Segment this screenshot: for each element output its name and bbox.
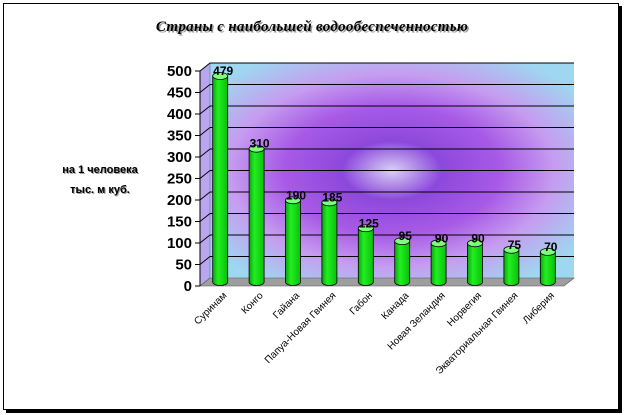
bar-top — [285, 196, 301, 205]
bar — [357, 224, 374, 286]
category-label: Норвегия — [445, 290, 484, 329]
y-tick-label: 350 — [167, 128, 192, 145]
bars — [212, 72, 556, 286]
bar — [285, 196, 301, 286]
bar-body — [539, 251, 556, 286]
data-label: 70 — [544, 240, 558, 254]
data-label: 90 — [471, 231, 485, 245]
gridline-side — [199, 213, 211, 222]
gridline-side — [199, 105, 211, 115]
y-tick-label: 100 — [167, 235, 192, 252]
chart-title: Страны с наибольшей водообеспеченностью — [155, 19, 469, 35]
bar-body — [321, 202, 338, 286]
gridline-side — [199, 234, 211, 244]
y-tick-label: 0 — [184, 278, 192, 295]
bar — [467, 239, 483, 286]
data-label: 90 — [435, 231, 449, 245]
y-axis-label-line-1: на 1 человека — [62, 164, 138, 176]
bar-body — [430, 242, 447, 286]
bar-top — [321, 198, 338, 207]
bar-body — [357, 227, 374, 286]
data-label: 190 — [286, 188, 306, 202]
y-tick-label: 250 — [167, 171, 192, 188]
y-axis: 0 50 100 150 200 250 300 350 400 450 500 — [167, 63, 201, 295]
bar-top — [503, 245, 520, 254]
bar — [430, 239, 447, 286]
bar-body — [503, 249, 520, 286]
bar-body — [285, 199, 301, 286]
bar — [503, 245, 520, 286]
y-tick-label: 400 — [167, 106, 192, 123]
data-label: 185 — [322, 190, 342, 204]
data-label: 479 — [213, 64, 233, 78]
bar-top — [467, 239, 483, 248]
bar-top — [212, 72, 229, 80]
bar — [321, 198, 338, 286]
bar-top — [539, 247, 556, 256]
gridline-side — [199, 127, 211, 136]
category-label: Гайана — [271, 290, 302, 321]
bar — [394, 237, 411, 286]
data-label: 75 — [508, 238, 522, 252]
category-label: Либерия — [520, 290, 557, 327]
bar-body — [212, 75, 229, 286]
gridline-side — [199, 84, 211, 93]
data-label: 125 — [359, 216, 379, 230]
y-tick-label: 300 — [167, 149, 192, 166]
y-tick-label: 500 — [167, 63, 192, 80]
bar — [248, 144, 265, 286]
category-label: Папуа-Новая Гвинея — [263, 290, 339, 366]
gridline-side — [199, 170, 211, 179]
y-tick-label: 200 — [167, 192, 192, 209]
gridline-side — [199, 256, 211, 265]
category-label: Конго — [240, 290, 266, 316]
category-label: Суринам — [192, 290, 229, 327]
y-tick-label: 450 — [167, 85, 192, 102]
bar-top — [394, 237, 411, 246]
bar — [212, 72, 229, 286]
bar-top — [248, 144, 265, 153]
gridline-side — [199, 148, 211, 158]
data-label: 310 — [250, 137, 270, 151]
category-label: Габон — [347, 290, 375, 318]
y-axis-label: на 1 человека тыс. м куб. — [40, 160, 160, 200]
category-label: Канада — [380, 290, 412, 322]
bar — [539, 247, 556, 286]
gridlines — [199, 62, 574, 265]
data-labels: 479 310 190 185 125 95 90 90 75 70 — [213, 64, 558, 254]
y-axis-label-line-2: тыс. м куб. — [70, 184, 130, 196]
data-label: 95 — [399, 229, 413, 243]
bar-top — [430, 239, 447, 248]
bar-body — [248, 148, 265, 286]
y-tick-label: 50 — [175, 257, 192, 274]
gridline-side — [199, 62, 211, 72]
bar-body — [394, 240, 411, 286]
bar-top — [357, 224, 374, 233]
bar-body — [467, 242, 483, 286]
y-tick-label: 150 — [167, 214, 192, 231]
gridline-side — [199, 191, 211, 201]
